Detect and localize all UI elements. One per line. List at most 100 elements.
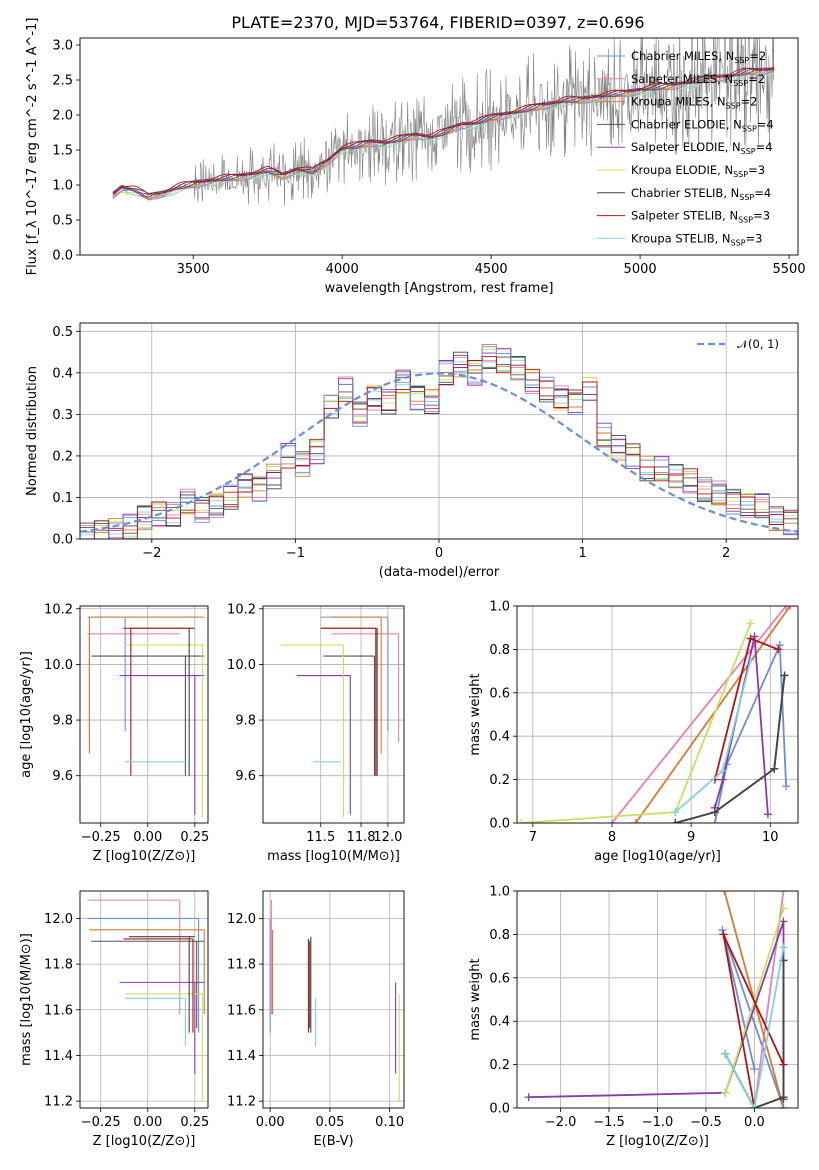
- x-tick-label: −0.5: [690, 1115, 722, 1130]
- axes-frame: [79, 322, 799, 540]
- weight-marker: [718, 926, 727, 935]
- page-title: PLATE=2370, MJD=53764, FIBERID=0397, z=0…: [231, 13, 644, 32]
- y-tick-label: 12.0: [227, 912, 256, 927]
- grid: [263, 606, 404, 823]
- weight-marker: [720, 891, 729, 895]
- legend-entry: 𝒩(0, 1): [737, 337, 779, 351]
- x-tick-label: 0.05: [315, 1115, 344, 1130]
- spectrum-panel: 3500 4000 4500 5000 5500 0.0 0.5 1.0 1.5 2.0 2.5 3.…: [25, 18, 806, 296]
- weight-marker: [517, 819, 525, 823]
- x-tick-label: −1.5: [593, 1115, 625, 1130]
- y-tick-label: 0.2: [52, 449, 73, 464]
- x-tick-label: 8: [608, 830, 616, 845]
- y-tick-label: 0.4: [489, 730, 510, 745]
- y-tick-label: 0.0: [52, 533, 73, 548]
- x-tick-label: 5500: [773, 262, 806, 277]
- x-axis-label: age [log10(age/yr)]: [594, 849, 721, 864]
- x-tick-label: 4500: [475, 262, 508, 277]
- x-tick-label: 0.00: [256, 1115, 285, 1130]
- weight-line: [611, 606, 787, 823]
- x-tick-label: 0.25: [180, 830, 209, 845]
- age-vs-metallicity-panel: −0.25 0.00 0.25 9.6 9.8 10.0 10.2 Z [log10(Z/Z⊙…: [19, 602, 209, 864]
- y-tick-label: 0.1: [52, 491, 73, 506]
- x-tick-label: 4000: [326, 262, 359, 277]
- mass-vs-metallicity-panel: −0.25 0.00 0.25 11.2 11.4 11.6 11.8 12.0 Z [log1…: [19, 890, 209, 1149]
- weight-marker: [719, 930, 728, 939]
- weight-line: [675, 675, 786, 823]
- residuals-panel: −2 −1 0 1 2 0.0 0.1 0.2 0.3 0.4 0.5 (data-model)/er…: [25, 322, 799, 580]
- y-tick-label: 1.0: [52, 179, 73, 194]
- y-tick-label: 9.8: [235, 714, 256, 729]
- weight-marker: [750, 1064, 759, 1073]
- legend-entry: Salpeter ELODIE, NSSP=4: [631, 140, 773, 156]
- weight-line: [724, 947, 785, 1108]
- weight-vs-metallicity-panel: −2.0 −1.5 −1.0 −0.5 0.0 0.0 0.2 0.4 0.6 0.8 1.0 Z […: [468, 885, 799, 1149]
- weight-marker: [779, 1093, 788, 1102]
- spectrum-data-line: [112, 38, 775, 206]
- x-tick-label: 0.25: [180, 1115, 209, 1130]
- model-line: [112, 66, 775, 195]
- y-tick-label: 11.4: [227, 1049, 256, 1064]
- weight-marker: [779, 904, 788, 913]
- weight-marker: [779, 943, 788, 952]
- weight-marker: [721, 1088, 730, 1097]
- plot-area: [87, 899, 205, 1102]
- x-axis-label: Z [log10(Z/Z⊙)]: [93, 1134, 196, 1149]
- y-tick-label: 2.0: [52, 109, 73, 124]
- x-tick-label: −2.0: [545, 1115, 577, 1130]
- y-tick-label: 10.2: [44, 602, 73, 617]
- y-tick-label: 11.8: [227, 958, 256, 973]
- y-tick-label: 11.2: [227, 1095, 256, 1110]
- weight-marker: [786, 606, 795, 610]
- y-axis-label: mass weight: [468, 958, 483, 1040]
- y-tick-label: 9.8: [52, 714, 73, 729]
- x-tick-label: 0: [435, 546, 443, 561]
- y-tick-label: 0.0: [489, 1102, 510, 1117]
- weight-marker: [718, 775, 727, 784]
- grid: [263, 891, 404, 1108]
- weight-marker: [607, 819, 616, 823]
- grid: [517, 605, 798, 824]
- y-axis-label: Normed distribution: [25, 366, 40, 496]
- y-tick-label: 11.6: [44, 1003, 73, 1018]
- legend-entry: Chabrier STELIB, NSSP=4: [631, 186, 771, 202]
- axes-frame: [516, 890, 799, 1109]
- y-axis-label: age [log10(age/yr)]: [19, 651, 34, 778]
- weight-marker: [671, 808, 680, 817]
- weight-marker: [774, 645, 783, 654]
- weight-marker: [782, 782, 791, 791]
- weight-marker: [746, 656, 755, 665]
- weight-line: [714, 644, 787, 823]
- plot-area: [280, 616, 400, 818]
- x-tick-label: −1.0: [642, 1115, 674, 1130]
- x-tick-label: 11.5: [306, 830, 335, 845]
- x-axis-label: E(B-V): [313, 1134, 353, 1149]
- weight-marker: [770, 764, 779, 773]
- y-tick-label: 0.0: [52, 249, 73, 264]
- y-tick-label: 0.5: [52, 214, 73, 229]
- x-tick-label: 0.00: [133, 830, 162, 845]
- model-line: [112, 67, 775, 196]
- grid: [80, 323, 798, 540]
- weight-line: [528, 921, 785, 1100]
- x-tick-label: 10: [762, 830, 779, 845]
- y-axis-label: mass [log10(M/M⊙)]: [19, 933, 34, 1066]
- y-tick-label: 9.6: [235, 769, 256, 784]
- weight-marker: [524, 1093, 533, 1102]
- y-tick-label: 11.4: [44, 1049, 73, 1064]
- y-tick-label: 2.5: [52, 74, 73, 89]
- x-tick-label: 11.8: [347, 830, 376, 845]
- residual-histogram: [80, 346, 798, 539]
- weight-marker: [779, 917, 788, 926]
- mass-vs-ebv-panel: 0.00 0.05 0.10 11.2 11.4 11.6 11.8 12.0 E(B-V): [227, 890, 405, 1149]
- weight-line: [753, 891, 785, 1108]
- x-tick-label: −2: [142, 546, 161, 561]
- weight-marker: [782, 606, 791, 610]
- y-tick-label: 11.8: [44, 958, 73, 973]
- weight-marker: [780, 671, 789, 680]
- y-tick-label: 0.2: [489, 1058, 510, 1073]
- x-tick-label: 12.0: [373, 830, 402, 845]
- y-tick-label: 1.0: [489, 885, 510, 900]
- x-tick-label: −0.25: [81, 830, 121, 845]
